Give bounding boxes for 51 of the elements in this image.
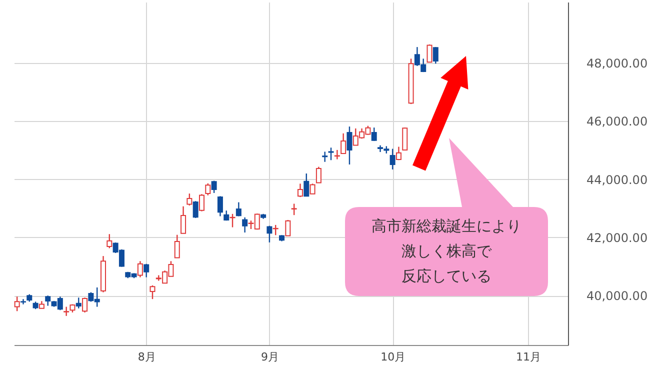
candlestick [426, 44, 432, 63]
candlestick [304, 172, 310, 197]
candlestick [205, 182, 211, 196]
candlestick [285, 219, 291, 236]
candlestick [230, 213, 236, 228]
candlestick [180, 206, 186, 234]
y-tick-label: 48,000.00 [586, 56, 648, 71]
candlestick [291, 203, 297, 216]
candlestick [150, 284, 156, 300]
candlestick [390, 148, 396, 170]
candlestick [402, 126, 408, 151]
candlestick [396, 146, 402, 161]
x-tick-label: 11月 [516, 350, 541, 364]
candlestick [144, 263, 150, 278]
candlestick [217, 196, 223, 217]
candlestick [371, 126, 377, 142]
y-tick-label: 40,000.00 [586, 289, 648, 304]
annotation: 激しく株高で [402, 241, 492, 262]
candlestick [328, 147, 334, 161]
candlestick [346, 126, 352, 166]
candlestick [137, 260, 143, 278]
candlestick [316, 166, 322, 184]
candlestick [64, 306, 70, 317]
candlestick [272, 224, 278, 236]
candlestick [432, 46, 438, 64]
candlestick [192, 200, 198, 219]
x-tick-label: 9月 [260, 350, 279, 364]
candlestick [186, 192, 192, 206]
annotation: 高市新総裁誕生により [372, 216, 522, 237]
candlestick [174, 234, 180, 258]
candlestick [198, 194, 204, 212]
candlestick [297, 183, 303, 198]
y-tick-label: 46,000.00 [586, 114, 648, 129]
candlestick [322, 151, 328, 162]
candlestick [76, 297, 82, 309]
candlestick [20, 298, 26, 305]
candlestick [334, 149, 340, 160]
candlestick [310, 183, 316, 194]
y-tick-label: 42,000.00 [586, 230, 648, 245]
candlestick [106, 234, 112, 249]
candlestick [340, 132, 346, 154]
annotation: 反応している [402, 266, 492, 287]
candlestick [211, 180, 217, 194]
candlestick [236, 202, 242, 217]
y-tick-label: 44,000.00 [586, 172, 648, 187]
x-tick-label: 10月 [380, 350, 406, 364]
candlestick [82, 297, 88, 314]
x-tick-label: 8月 [138, 350, 156, 364]
candlestick [242, 216, 248, 234]
candlestick [266, 225, 272, 243]
candlestick [14, 296, 20, 312]
